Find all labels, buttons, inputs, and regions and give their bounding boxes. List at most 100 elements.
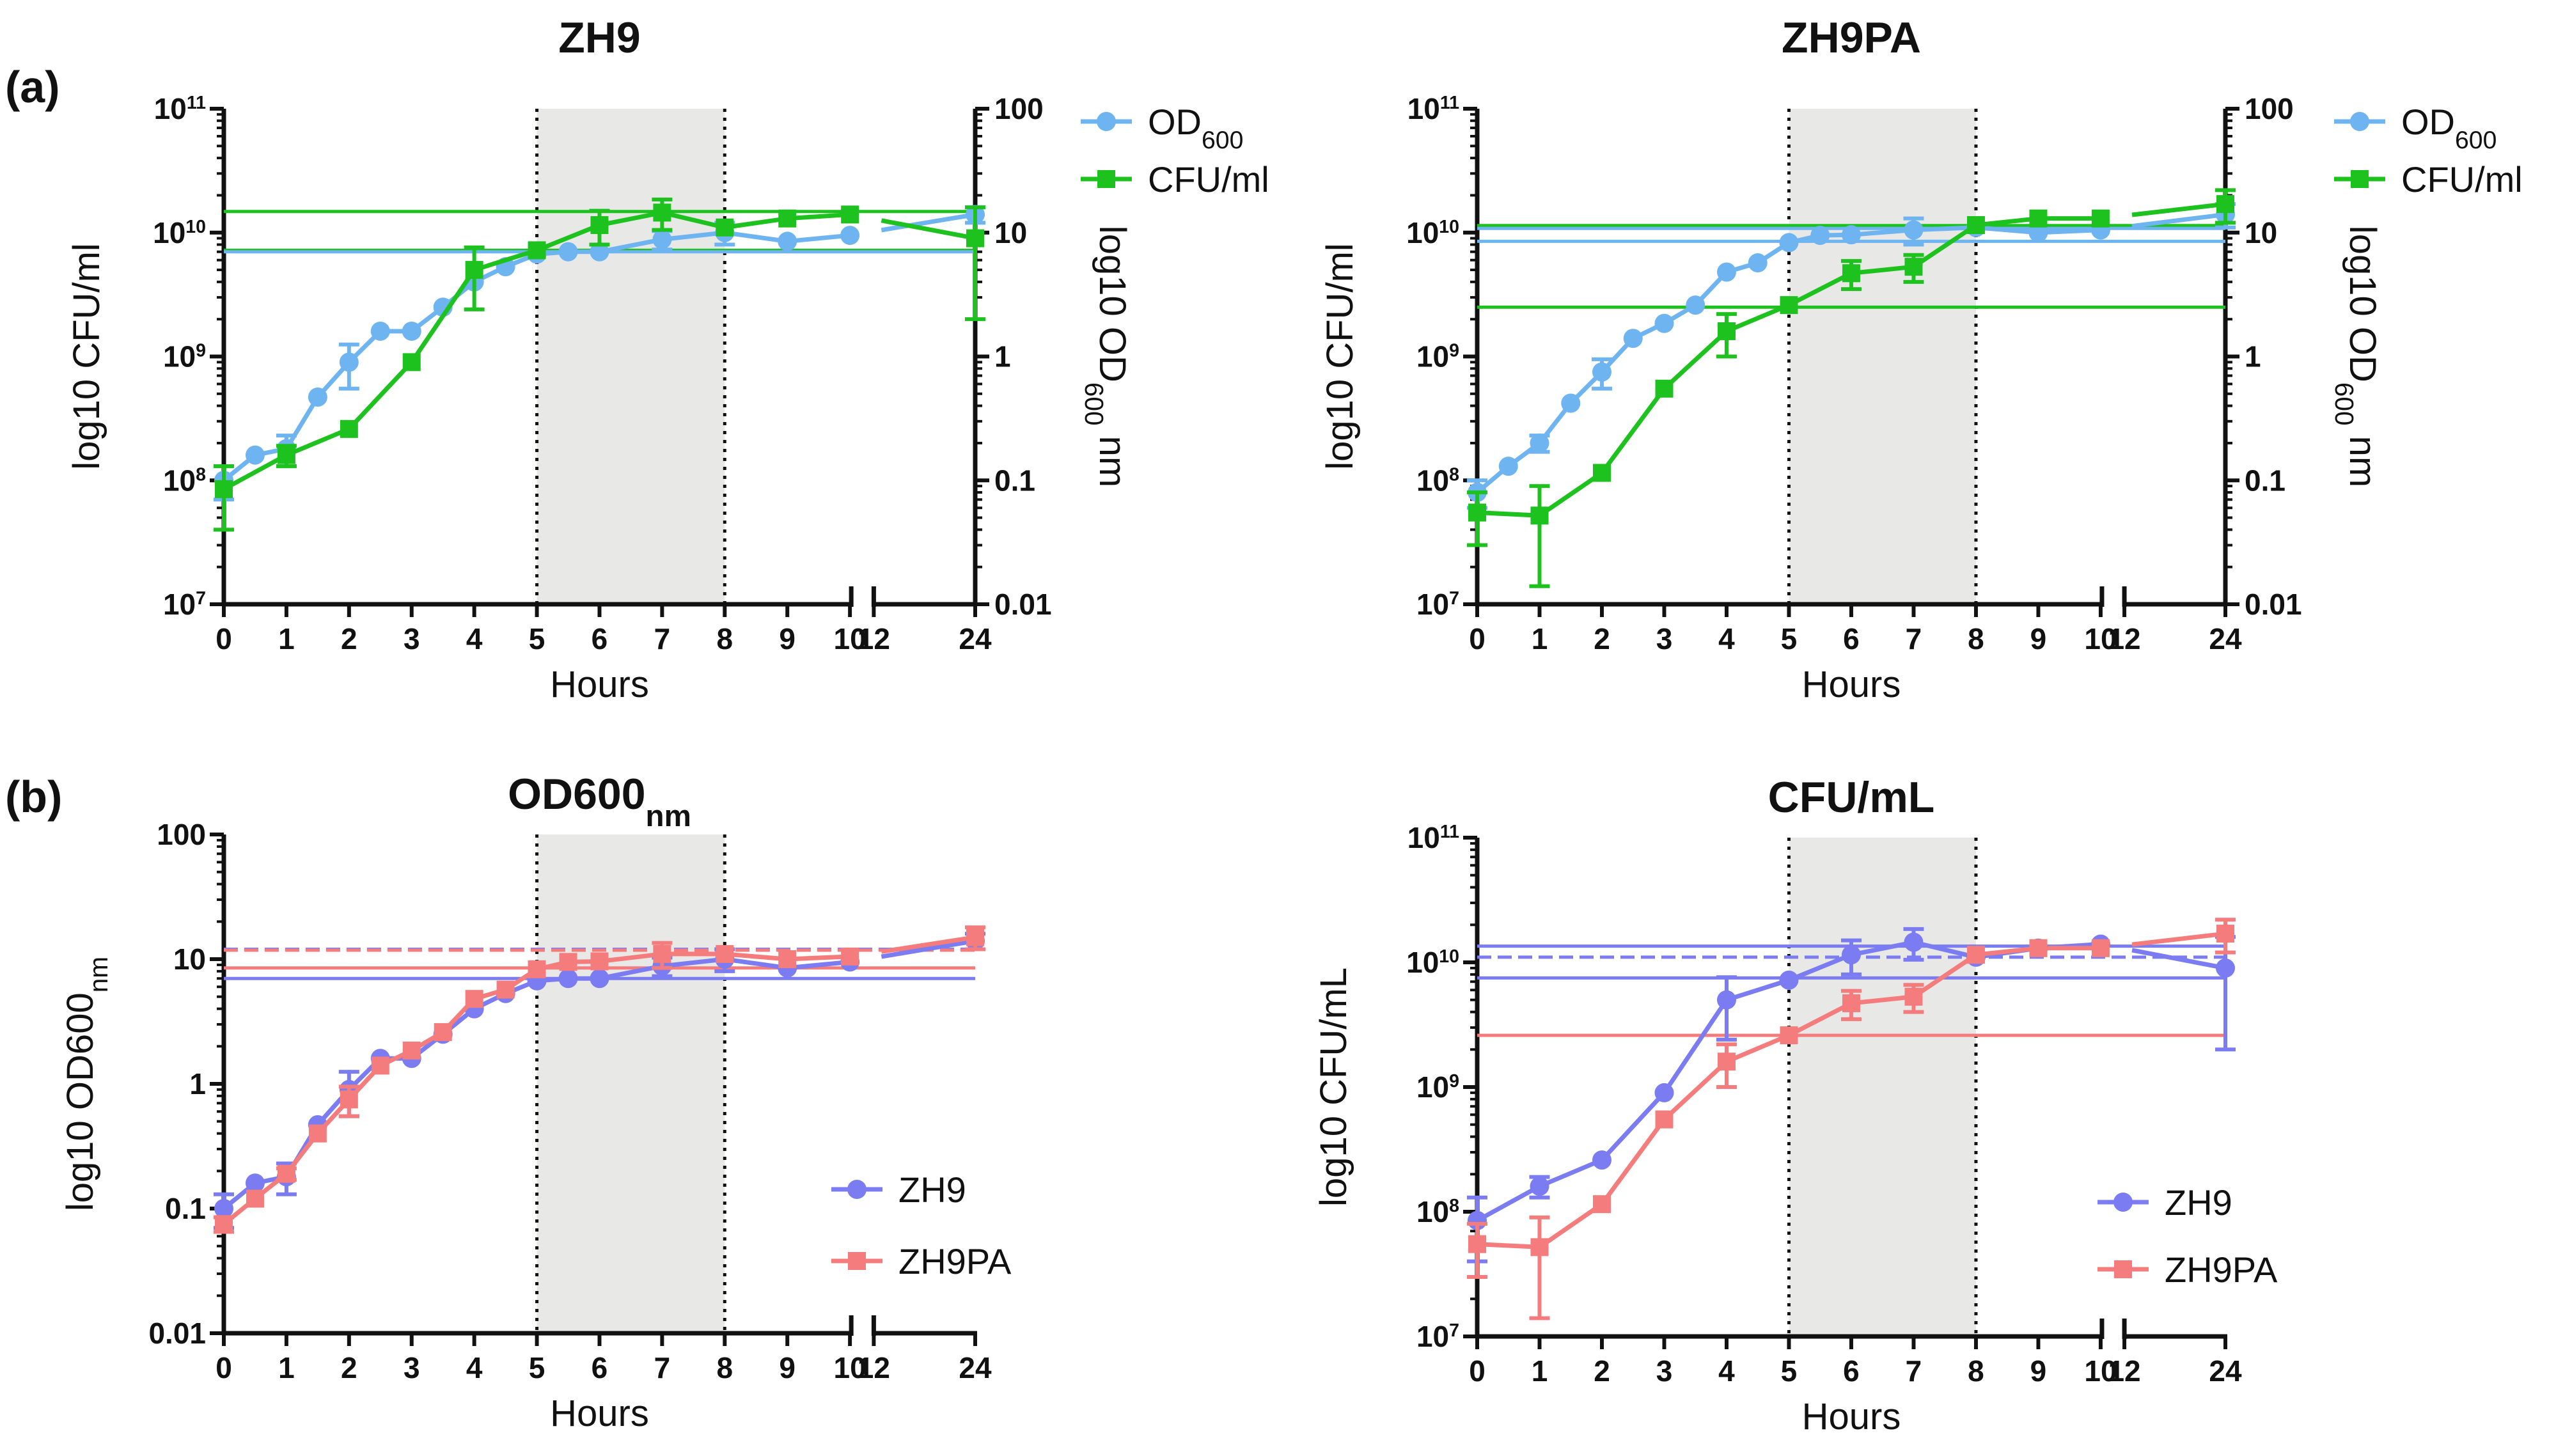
x-tick-label: 24 <box>959 622 992 655</box>
y-axis-title: log10 CFU/mL <box>1313 967 1354 1207</box>
data-point-ZH9 <box>1592 1150 1611 1170</box>
x-tick-label: 8 <box>1968 622 1984 655</box>
y-tick-label: 100 <box>157 818 206 851</box>
x-tick-label: 8 <box>1968 1354 1984 1388</box>
legend-marker <box>848 1252 866 1270</box>
data-point-ZH9 <box>1904 932 1924 952</box>
y-tick-label-left: 107 <box>1416 588 1459 621</box>
y-axis-title-left: log10 CFU/ml <box>1319 243 1361 470</box>
data-point-ZH9PA <box>215 1215 233 1233</box>
data-point-ZH9PA <box>402 1041 421 1060</box>
legend-label: ZH9PA <box>898 1241 1012 1281</box>
data-point-OD600 <box>308 387 327 407</box>
data-point-ZH9PA <box>528 960 546 978</box>
data-point-OD600 <box>1779 233 1799 253</box>
x-tick-label: 24 <box>959 1351 992 1384</box>
y-tick-label: 108 <box>1416 1195 1459 1228</box>
legend-marker <box>2114 1260 2132 1278</box>
y-tick-label-right: 0.01 <box>2245 588 2302 621</box>
x-tick-label: 3 <box>1656 1354 1673 1388</box>
data-point-ZH9PA <box>1780 1026 1798 1045</box>
data-point-OD600 <box>590 242 609 262</box>
data-point-OD600 <box>840 226 860 246</box>
x-tick-label: 1 <box>278 622 295 655</box>
data-point-CFU/ml <box>1655 379 1674 398</box>
x-axis-title: Hours <box>550 1393 649 1434</box>
data-point-ZH9PA <box>1655 1110 1674 1129</box>
x-tick-label: 1 <box>1532 622 1548 655</box>
x-tick-label: 0 <box>1469 622 1486 655</box>
x-tick-label: 10 <box>2084 622 2117 655</box>
x-tick-label: 0 <box>216 1351 232 1384</box>
y-tick-label: 1010 <box>1406 946 1459 979</box>
panel-label-a: (a) <box>5 62 60 112</box>
data-point-CFU/ml <box>1966 215 1985 234</box>
y-tick-label-right: 100 <box>994 92 1044 125</box>
x-axis-title: Hours <box>550 664 649 705</box>
x-tick-label: 24 <box>2209 622 2242 655</box>
x-tick-label: 4 <box>466 622 483 655</box>
panel-title: CFU/mL <box>1768 773 1935 822</box>
data-point-CFU/ml <box>528 241 546 260</box>
x-tick-label: 7 <box>1906 622 1922 655</box>
legend-marker <box>2351 170 2369 188</box>
data-point-CFU/ml <box>590 215 609 234</box>
data-point-CFU/ml <box>340 419 358 438</box>
series-line-CFU/ml-late <box>881 218 976 241</box>
data-point-ZH9 <box>2216 958 2235 978</box>
data-point-OD600 <box>1654 313 1674 333</box>
data-point-ZH9 <box>1716 990 1736 1010</box>
legend-marker <box>2350 112 2369 131</box>
data-point-ZH9PA <box>778 950 797 968</box>
data-point-ZH9 <box>558 969 578 989</box>
data-point-OD600 <box>1623 329 1643 348</box>
y-axis-title-left: log10 CFU/ml <box>66 243 107 470</box>
legend-label: ZH9 <box>2165 1182 2232 1223</box>
data-point-CFU/ml <box>778 209 797 228</box>
data-point-CFU/ml <box>716 218 734 237</box>
data-point-ZH9PA <box>308 1124 327 1143</box>
data-point-ZH9PA <box>371 1056 389 1075</box>
y-tick-label-left: 1011 <box>154 92 206 125</box>
x-tick-label: 3 <box>1656 622 1673 655</box>
data-point-CFU/ml <box>966 229 984 247</box>
data-point-ZH9PA <box>2091 939 2110 957</box>
legend-label: OD600 <box>2401 102 2497 154</box>
y-tick-label-left: 1010 <box>1406 216 1459 249</box>
x-tick-label: 3 <box>404 622 420 655</box>
data-point-CFU/ml <box>1904 258 1923 276</box>
data-point-OD600 <box>652 230 672 249</box>
x-tick-label: 2 <box>1594 622 1610 655</box>
x-tick-label: 7 <box>1906 1354 1922 1388</box>
y-tick-label: 1011 <box>1407 821 1459 854</box>
y-tick-label: 0.1 <box>165 1192 206 1225</box>
legend-marker <box>1097 112 1116 131</box>
x-tick-label: 10 <box>834 622 866 655</box>
y-tick-label-right: 10 <box>994 216 1027 249</box>
y-tick-label-right: 1 <box>2245 340 2261 373</box>
y-tick-label-right: 1 <box>994 340 1011 373</box>
y-tick-label-left: 108 <box>1416 464 1459 497</box>
data-point-CFU/ml <box>465 261 483 279</box>
legend-label: CFU/ml <box>2401 159 2523 200</box>
data-point-CFU/ml <box>653 203 671 222</box>
data-point-OD600 <box>1561 393 1581 413</box>
y-axis-title-right: log10 OD600 nm <box>1079 226 1133 487</box>
data-point-OD600 <box>1592 362 1611 382</box>
legend-marker <box>1097 170 1115 188</box>
x-tick-label: 5 <box>1781 1354 1798 1388</box>
series-line-ZH9PA-late <box>2131 931 2226 947</box>
data-point-OD600 <box>778 231 797 251</box>
data-point-ZH9PA <box>277 1164 295 1183</box>
data-point-CFU/ml <box>1592 464 1611 482</box>
data-point-OD600 <box>558 242 578 262</box>
data-point-ZH9PA <box>496 980 515 999</box>
data-point-OD600 <box>245 445 265 465</box>
panel-title: OD600nm <box>508 770 691 833</box>
x-tick-label: 12 <box>2108 1354 2140 1388</box>
y-tick-label-left: 1010 <box>153 216 206 249</box>
x-tick-label: 5 <box>1781 622 1798 655</box>
